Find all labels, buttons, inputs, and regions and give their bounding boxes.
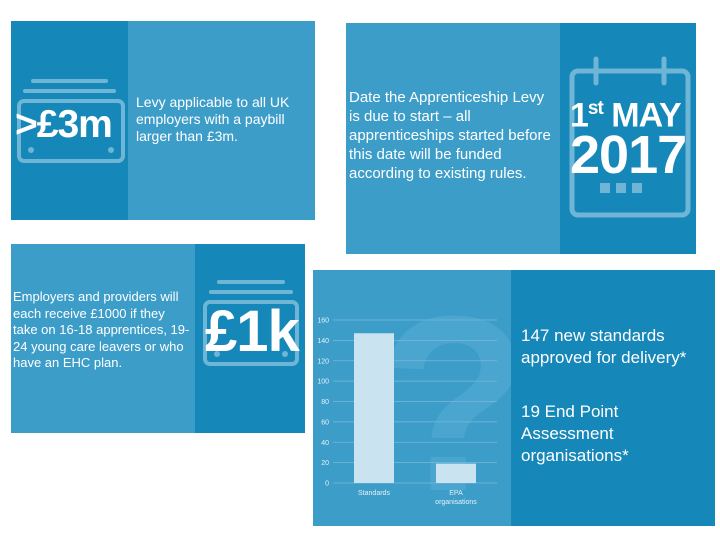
y-tick-label: 20 [321,460,329,467]
calendar-month: MAY [611,96,681,135]
bar-standards [354,333,394,483]
incentive-text: Employers and providers will each receiv… [13,289,190,370]
calendar-day: 1 [570,96,589,135]
incentive-figure-block: £1k [195,244,305,433]
standards-approved-stat: 147 new standards approved for delivery* [521,326,687,367]
levy-start-date-panel: Date the Apprenticeship Levy is due to s… [346,23,696,254]
levy-threshold-text: Levy applicable to all UK employers with… [136,94,290,144]
y-tick-label: 120 [317,358,329,365]
calendar-year: 2017 [570,125,687,185]
calendar-day-suffix: st [587,98,604,119]
levy-threshold-figure-block: >£3m [11,21,128,220]
question-mark-icon: ? [377,270,511,526]
y-tick-label: 0 [325,481,329,488]
y-tick-label: 40 [321,440,329,447]
calendar-day-month: 1st MAY [570,91,682,135]
calendar-icon [569,56,691,218]
incentive-figure: £1k [205,299,300,364]
y-tick-label: 140 [317,338,329,345]
banknote-icon [203,280,299,366]
epa-organisations-stat: 19 End Point Assessment organisations* [521,402,629,465]
x-category-label: Standards [358,490,390,497]
bar-epa-organisations [436,463,476,483]
standards-panel: ? 0 20 40 60 80 100 120 140 160 Standards EPA organ… [313,270,715,526]
calendar-block: 1st MAY 2017 [560,23,696,254]
standards-stats: 147 new standards approved for delivery*… [511,270,715,526]
y-tick-label: 100 [317,379,329,386]
incentive-panel: Employers and providers will each receiv… [11,244,305,433]
standards-bar-chart: ? 0 20 40 60 80 100 120 140 160 Standards EPA organ… [317,270,511,526]
y-tick-label: 80 [321,399,329,406]
levy-start-text: Date the Apprenticeship Levy is due to s… [349,89,551,182]
banknote-icon [17,79,125,163]
levy-threshold-figure: >£3m [15,103,113,146]
y-tick-label: 60 [321,419,329,426]
x-category-label: organisations [435,499,477,506]
y-tick-label: 160 [317,318,329,325]
levy-threshold-panel: >£3m Levy applicable to all UK employers… [11,21,315,220]
x-category-label: EPA [449,490,463,497]
